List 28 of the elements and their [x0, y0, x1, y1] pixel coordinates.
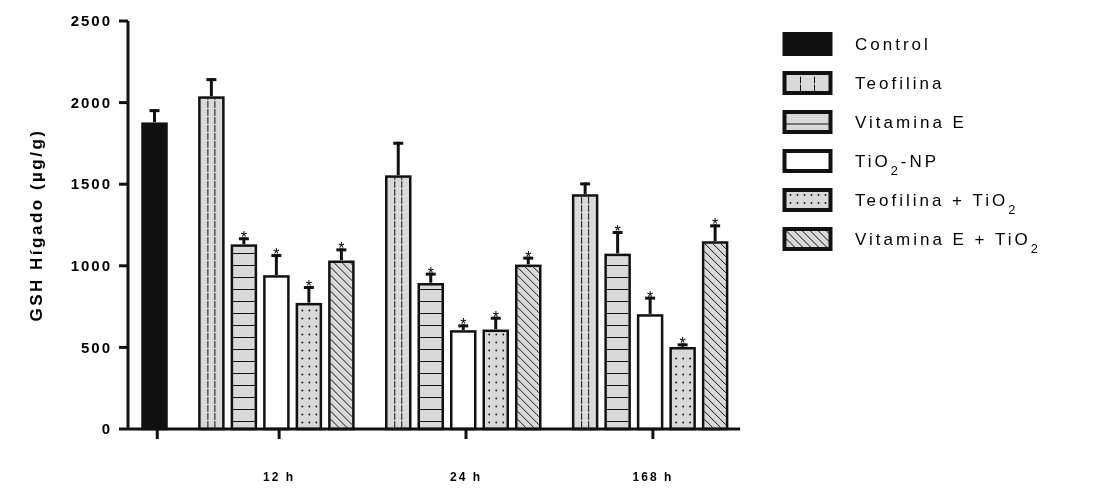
data-label: *: [647, 288, 654, 306]
y-axis-title: GSH Hígado (µg/g): [27, 128, 46, 322]
data-label: *: [240, 229, 247, 247]
legend-label: TiO$_{2}$-NP: [855, 151, 940, 178]
x-tick-label: 12 h: [263, 470, 296, 484]
legend-label: Teofilina: [855, 73, 945, 93]
legend-label: Vitamina E + TiO$_{2}$: [855, 229, 1041, 256]
data-label: *: [525, 248, 532, 266]
data-label: *: [427, 264, 434, 282]
data-label: *: [273, 246, 280, 264]
data-label: *: [712, 216, 719, 234]
data-label: *: [492, 308, 499, 326]
data-label: *: [614, 223, 621, 241]
y-tick-label: 1500: [70, 175, 112, 193]
data-label: *: [679, 335, 686, 353]
y-tick-label: 2500: [70, 12, 112, 30]
legend-label: Control: [855, 34, 931, 54]
data-label: *: [338, 240, 345, 258]
x-tick-label: 24 h: [449, 470, 483, 484]
legend-label: Teofilina + TiO$_{2}$: [855, 190, 1019, 217]
y-tick-label: 0: [101, 420, 112, 438]
y-tick-label: 2000: [70, 93, 112, 111]
data-label: *: [305, 278, 312, 296]
y-tick-label: 1000: [70, 257, 112, 275]
data-label: *: [460, 316, 467, 334]
x-tick-label: 168 h: [632, 470, 674, 484]
y-tick-label: 500: [80, 338, 112, 356]
legend-label: Vitamina E: [855, 112, 967, 132]
